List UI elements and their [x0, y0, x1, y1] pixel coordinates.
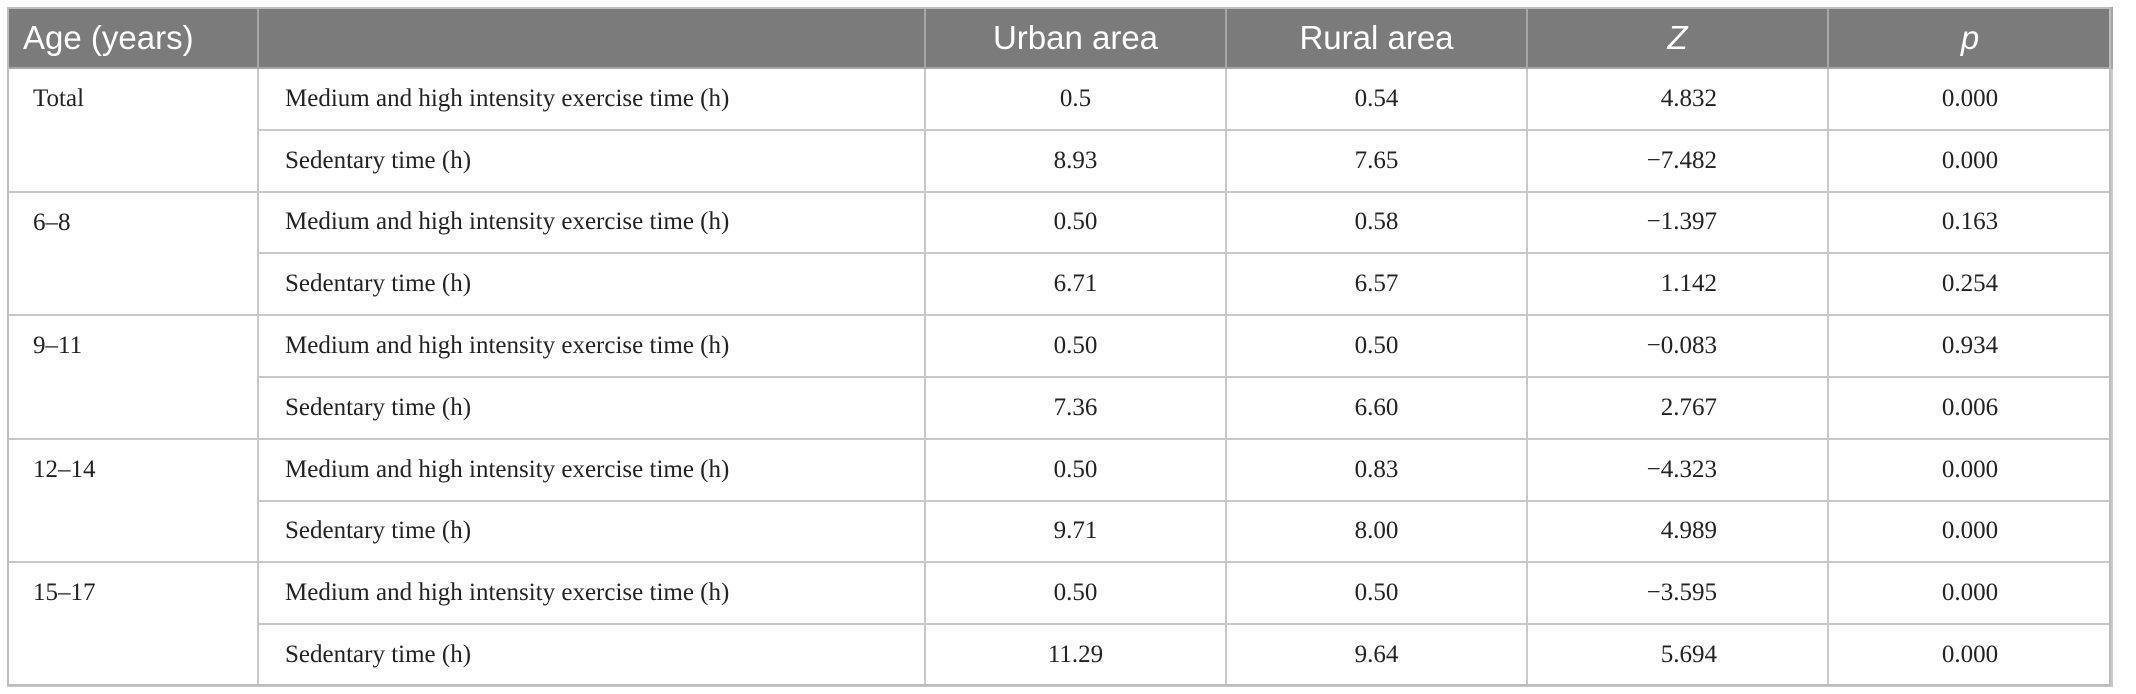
metric-cell: Medium and high intensity exercise time … [257, 190, 926, 255]
header-metric [257, 7, 926, 69]
urban-cell: 6.71 [924, 252, 1227, 317]
table-header: Age (years) Urban area Rural area Z p [7, 7, 2113, 69]
table-body: Total Medium and high intensity exercise… [7, 67, 2113, 687]
metric-cell: Sedentary time (h) [257, 252, 926, 317]
table-row: 12–14 Medium and high intensity exercise… [7, 437, 2113, 564]
rural-cell: 0.83 [1225, 437, 1528, 502]
p-cell: 0.000 [1827, 499, 2113, 564]
age-group-cell: 15–17 [7, 561, 259, 687]
header-urban: Urban area [924, 7, 1227, 69]
metric-cell: Sedentary time (h) [257, 623, 926, 687]
p-cell: 0.000 [1827, 561, 2113, 626]
header-p: p [1827, 7, 2113, 69]
metric-cell: Medium and high intensity exercise time … [257, 67, 926, 131]
z-cell: 5.694 [1526, 623, 1829, 687]
urban-cell: 0.50 [924, 437, 1227, 502]
metric-cell: Medium and high intensity exercise time … [257, 314, 926, 378]
z-cell: 2.767 [1526, 375, 1829, 440]
metric-cell: Medium and high intensity exercise time … [257, 561, 926, 626]
p-cell: 0.163 [1827, 190, 2113, 255]
metric-cell: Sedentary time (h) [257, 128, 926, 193]
urban-cell: 0.50 [924, 190, 1227, 255]
table-row: Sedentary time (h) 11.29 9.64 5.694 0.00… [8, 623, 2113, 687]
p-cell: 0.006 [1827, 375, 2113, 440]
p-cell: 0.934 [1827, 314, 2113, 378]
rural-cell: 0.54 [1225, 67, 1528, 131]
p-cell: 0.000 [1827, 437, 2113, 502]
urban-cell: 7.36 [924, 375, 1227, 440]
header-z: Z [1526, 7, 1829, 69]
z-cell: 1.142 [1526, 252, 1829, 317]
header-row: Age (years) Urban area Rural area Z p [7, 7, 2113, 69]
z-cell: 4.989 [1526, 499, 1829, 564]
table-row: Total Medium and high intensity exercise… [7, 67, 2113, 193]
table-row: Sedentary time (h) 9.71 8.00 4.989 0.000 [8, 499, 2113, 564]
p-cell: 0.254 [1827, 252, 2113, 317]
age-group-cell: Total [7, 67, 259, 193]
age-group-cell: 6–8 [7, 190, 259, 317]
rural-cell: 7.65 [1225, 128, 1528, 193]
header-age: Age (years) [7, 7, 259, 69]
age-group-cell: 9–11 [7, 314, 259, 440]
table-row: 6–8 Medium and high intensity exercise t… [7, 190, 2113, 317]
p-cell: 0.000 [1827, 67, 2113, 131]
z-cell: −7.482 [1526, 128, 1829, 193]
urban-cell: 0.5 [924, 67, 1227, 131]
urban-cell: 0.50 [924, 314, 1227, 378]
z-cell: −3.595 [1526, 561, 1829, 626]
rural-cell: 0.50 [1225, 561, 1528, 626]
rural-cell: 6.60 [1225, 375, 1528, 440]
table-row: 9–11 Medium and high intensity exercise … [7, 314, 2113, 440]
rural-cell: 0.58 [1225, 190, 1528, 255]
metric-cell: Sedentary time (h) [257, 499, 926, 564]
rural-cell: 0.50 [1225, 314, 1528, 378]
urban-cell: 11.29 [924, 623, 1227, 687]
age-group-cell: 12–14 [7, 437, 259, 564]
data-table: Age (years) Urban area Rural area Z p To… [7, 7, 2113, 687]
z-cell: 4.832 [1526, 67, 1829, 131]
p-cell: 0.000 [1827, 128, 2113, 193]
z-cell: −1.397 [1526, 190, 1829, 255]
metric-cell: Medium and high intensity exercise time … [257, 437, 926, 502]
header-rural: Rural area [1225, 7, 1528, 69]
table-row: 15–17 Medium and high intensity exercise… [7, 561, 2113, 687]
urban-cell: 0.50 [924, 561, 1227, 626]
table-row: Sedentary time (h) 6.71 6.57 1.142 0.254 [8, 252, 2113, 317]
z-cell: −4.323 [1526, 437, 1829, 502]
rural-cell: 8.00 [1225, 499, 1528, 564]
urban-cell: 8.93 [924, 128, 1227, 193]
rural-cell: 9.64 [1225, 623, 1528, 687]
table-row: Sedentary time (h) 7.36 6.60 2.767 0.006 [8, 375, 2113, 440]
z-cell: −0.083 [1526, 314, 1829, 378]
p-cell: 0.000 [1827, 623, 2113, 687]
urban-cell: 9.71 [924, 499, 1227, 564]
table-row: Sedentary time (h) 8.93 7.65 −7.482 0.00… [8, 128, 2113, 193]
rural-cell: 6.57 [1225, 252, 1528, 317]
metric-cell: Sedentary time (h) [257, 375, 926, 440]
